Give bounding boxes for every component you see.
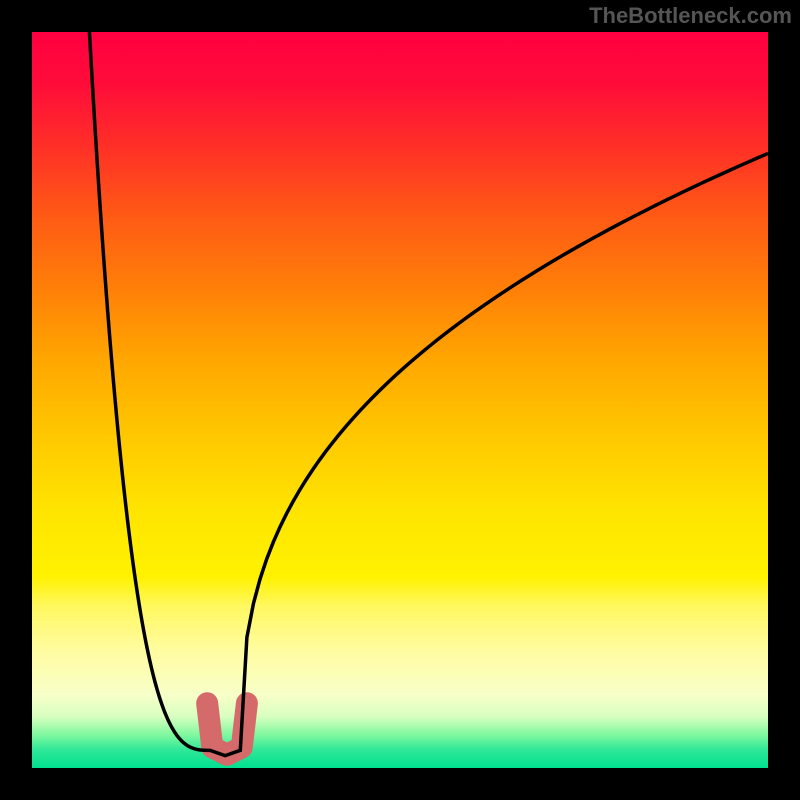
watermark-text: TheBottleneck.com [589,3,792,29]
plot-background [32,32,768,768]
chart-container: TheBottleneck.com [0,0,800,800]
bottleneck-chart [0,0,800,800]
